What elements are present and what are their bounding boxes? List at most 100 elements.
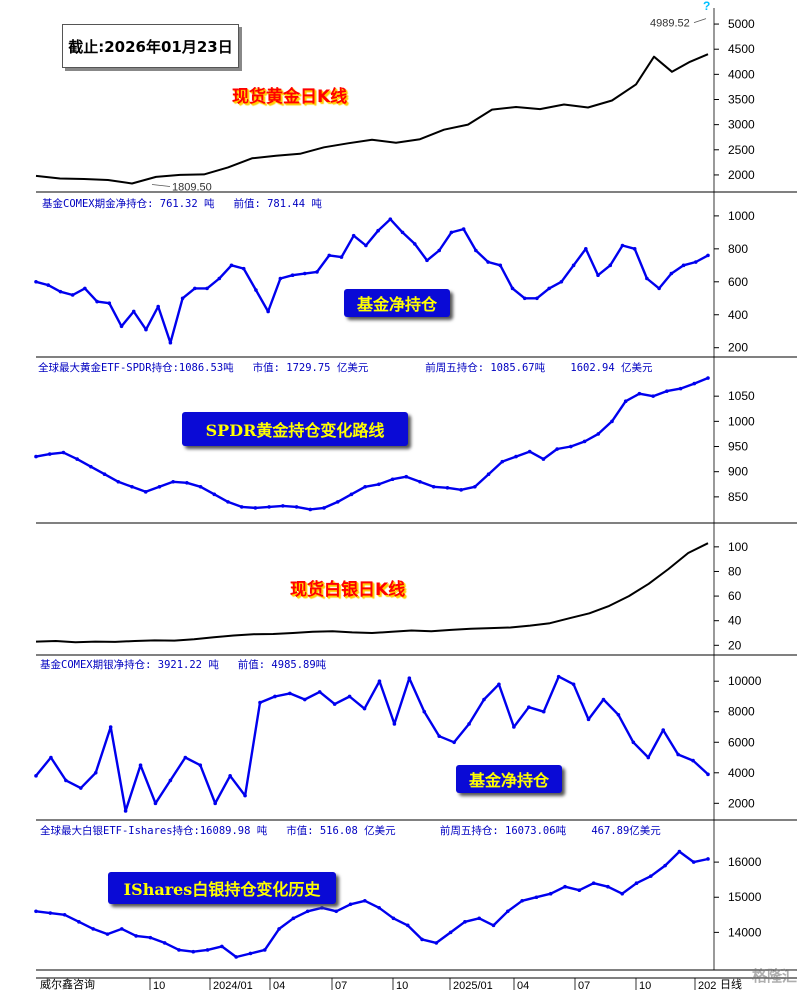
data-point: [434, 941, 439, 945]
data-point: [623, 399, 628, 404]
data-point: [34, 774, 38, 778]
panel-gold_spdr_holdings: 850 900 950 1000 1050: [34, 357, 797, 524]
y-tick-label: 15000: [728, 890, 762, 904]
data-point: [634, 881, 639, 885]
data-point: [362, 706, 367, 711]
data-point: [676, 752, 680, 757]
data-point: [706, 772, 710, 777]
data-point: [390, 477, 395, 482]
y-tick-label: 80: [728, 564, 742, 578]
data-point: [153, 801, 158, 806]
data-point: [266, 309, 270, 314]
y-tick-label: 4500: [728, 42, 755, 56]
silver-kline-title: 现货白银日K线: [290, 580, 406, 600]
data-point: [364, 243, 368, 248]
data-point: [377, 905, 381, 910]
data-point: [315, 270, 319, 274]
x-tick-label: 07: [578, 980, 590, 990]
data-point: [548, 891, 553, 896]
data-point: [347, 694, 352, 699]
data-point: [262, 948, 267, 952]
data-point: [303, 697, 307, 702]
data-point: [400, 230, 405, 235]
y-tick-label: 850: [728, 490, 748, 504]
data-point: [77, 920, 81, 924]
data-point: [332, 702, 337, 706]
data-point: [253, 506, 258, 510]
data-point: [217, 276, 222, 281]
data-point: [452, 740, 456, 745]
data-point: [243, 793, 247, 798]
data-point: [322, 506, 326, 510]
data-point: [541, 709, 546, 714]
y-tick-label: 100: [728, 540, 748, 554]
data-point: [183, 755, 188, 760]
help-icon[interactable]: ?: [703, 0, 710, 13]
data-point: [205, 286, 209, 291]
y-tick-label: 1000: [728, 209, 755, 223]
data-point: [83, 286, 87, 291]
y-tick-label: 60: [728, 589, 742, 603]
data-point: [148, 935, 153, 940]
x-tick-label: 2025/01: [453, 980, 493, 990]
data-point: [47, 452, 52, 456]
data-point: [591, 881, 596, 885]
cutoff-date-box: 截止:2026年01月23日: [62, 24, 239, 68]
data-point: [143, 490, 148, 494]
data-point: [477, 916, 482, 921]
data-point: [412, 242, 417, 246]
data-point: [34, 909, 38, 914]
data-point: [234, 955, 238, 959]
y-tick-label: 40: [728, 614, 742, 628]
y-tick-label: 600: [728, 275, 748, 289]
data-point: [212, 492, 217, 497]
data-point: [571, 263, 576, 268]
data-point: [277, 927, 281, 931]
data-point: [556, 674, 561, 679]
data-point: [34, 454, 38, 459]
data-point: [463, 920, 467, 924]
gold-funds-tag: 基金净持仓: [344, 289, 450, 317]
high-annotation: 4989.52: [650, 18, 690, 30]
data-point: [144, 327, 148, 332]
data-point: [422, 709, 427, 714]
gold-funds-header: 基金COMEX期金净持仓: 761.32 吨 前值: 781.44 吨: [42, 198, 322, 210]
data-point: [294, 505, 299, 509]
data-point: [391, 916, 396, 921]
panel-silver_ishares_holdings: 14000 15000 16000: [34, 820, 797, 971]
data-point: [500, 459, 505, 464]
data-point: [376, 228, 380, 233]
y-tick-label: 1000: [728, 414, 755, 428]
data-point: [349, 492, 354, 497]
data-point: [693, 260, 698, 264]
data-point: [388, 217, 393, 221]
data-point: [193, 286, 197, 291]
data-point: [171, 479, 175, 484]
data-point: [632, 247, 637, 251]
data-point: [547, 286, 551, 291]
data-point: [637, 391, 642, 396]
data-point: [107, 301, 112, 306]
data-point: [706, 376, 710, 380]
data-point: [486, 260, 490, 264]
data-point: [473, 484, 477, 489]
data-point: [363, 484, 367, 489]
data-point: [348, 902, 353, 907]
data-point: [89, 464, 93, 469]
data-point: [681, 263, 686, 268]
data-point: [498, 263, 503, 268]
data-point: [34, 279, 38, 284]
data-point: [198, 763, 203, 767]
data-point: [522, 296, 527, 301]
data-point: [448, 930, 453, 935]
data-point: [46, 283, 51, 287]
data-point: [620, 891, 625, 896]
data-point: [241, 266, 246, 271]
data-point: [418, 479, 422, 484]
data-point: [248, 951, 253, 956]
y-tick-label: 6000: [728, 735, 755, 749]
y-tick-label: 2000: [728, 796, 755, 810]
data-point: [608, 263, 613, 268]
y-tick-label: 2000: [728, 168, 755, 182]
data-point: [514, 454, 518, 459]
